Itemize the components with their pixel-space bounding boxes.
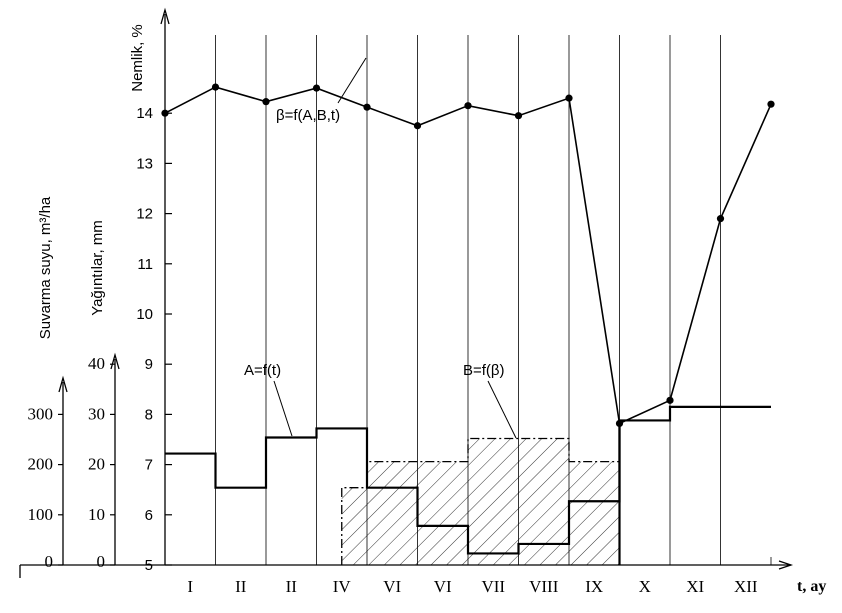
y-left-tick-label: 8 <box>145 406 153 423</box>
beta-point <box>767 100 775 108</box>
y-outer-tick-label: 300 <box>28 404 54 423</box>
y-left-axis-label: Nemlik, % <box>129 24 146 92</box>
b-hatched-area <box>341 438 620 565</box>
y-outer-tick-label: 100 <box>28 505 54 524</box>
x-category-label: I <box>187 577 193 596</box>
y-mid-tick-label: 20 <box>88 455 105 474</box>
beta-point <box>312 84 321 92</box>
beta-point <box>666 396 674 404</box>
y-left-ticks: 5 6 7 8 9 10 11 12 13 14 <box>136 105 172 574</box>
y-outer-ticks: 0 100 200 300 <box>28 404 63 571</box>
x-category-label: X <box>639 577 651 596</box>
x-axis-label: t, ay <box>797 578 826 595</box>
beta-leader-line <box>337 57 367 104</box>
series-layer <box>161 83 775 565</box>
beta-annotation: β=f(A,B,t) <box>276 107 340 124</box>
y-mid-ticks: 0 10 20 30 40 <box>88 354 115 571</box>
beta-point <box>211 83 220 91</box>
x-category-label: VI <box>383 577 401 596</box>
beta-point <box>262 98 270 106</box>
y-mid-tick-label: 0 <box>97 552 106 571</box>
y-left-axis-arrow <box>160 7 170 25</box>
y-left-tick-label: 11 <box>137 256 153 273</box>
y-left-tick-label: 14 <box>136 105 153 122</box>
a-step-line <box>165 405 771 555</box>
x-category-label: XI <box>686 577 704 596</box>
x-category-label: IX <box>585 577 603 596</box>
y-mid-tick-label: 40 <box>88 354 105 373</box>
hatched-area-layer <box>341 438 620 565</box>
axes-layer <box>19 7 794 578</box>
x-category-label: IV <box>333 577 352 596</box>
x-category-label: II <box>286 577 298 596</box>
a-leader-line <box>273 380 293 437</box>
x-category-label: VII <box>481 577 505 596</box>
x-axis-arrow <box>778 560 794 570</box>
y-left-tick-label: 9 <box>145 356 153 373</box>
y-mid-tick-label: 30 <box>88 404 105 423</box>
y-left-tick-label: 6 <box>145 507 153 524</box>
annotations-layer: β=f(A,B,t) A=f(t) B=f(β) <box>244 57 517 439</box>
y-mid-tick-label: 10 <box>88 505 105 524</box>
y-mid-axis-label: Yağıntılar, mm <box>89 220 106 316</box>
y-outer-axis-arrow <box>58 375 68 393</box>
beta-point <box>615 419 624 428</box>
beta-point <box>464 102 472 110</box>
y-outer-tick-label: 0 <box>45 552 54 571</box>
beta-point <box>565 94 573 102</box>
b-annotation: B=f(β) <box>463 362 505 379</box>
b-outline <box>341 437 621 565</box>
y-left-tick-label: 5 <box>145 557 153 574</box>
beta-point <box>161 109 169 117</box>
x-category-label: II <box>235 577 247 596</box>
y-left-tick-label: 12 <box>136 206 153 223</box>
a-annotation: A=f(t) <box>244 362 281 379</box>
y-left-tick-label: 13 <box>136 155 153 172</box>
y-outer-tick-label: 200 <box>28 455 54 474</box>
y-left-tick-label: 7 <box>145 457 153 474</box>
x-category-labels: I II II IV VI VI VII VIII IX X XI XII <box>187 577 757 596</box>
beta-point <box>514 112 523 120</box>
beta-point <box>363 103 371 111</box>
x-category-label: VIII <box>529 577 559 596</box>
x-category-label: XII <box>734 577 758 596</box>
beta-point <box>716 215 725 223</box>
x-category-label: VI <box>434 577 452 596</box>
y-left-tick-label: 10 <box>136 306 153 323</box>
y-outer-axis-label: Suvarma suyu, m³/ha <box>37 196 54 339</box>
b-leader-line <box>487 380 517 439</box>
beta-point <box>413 122 422 130</box>
